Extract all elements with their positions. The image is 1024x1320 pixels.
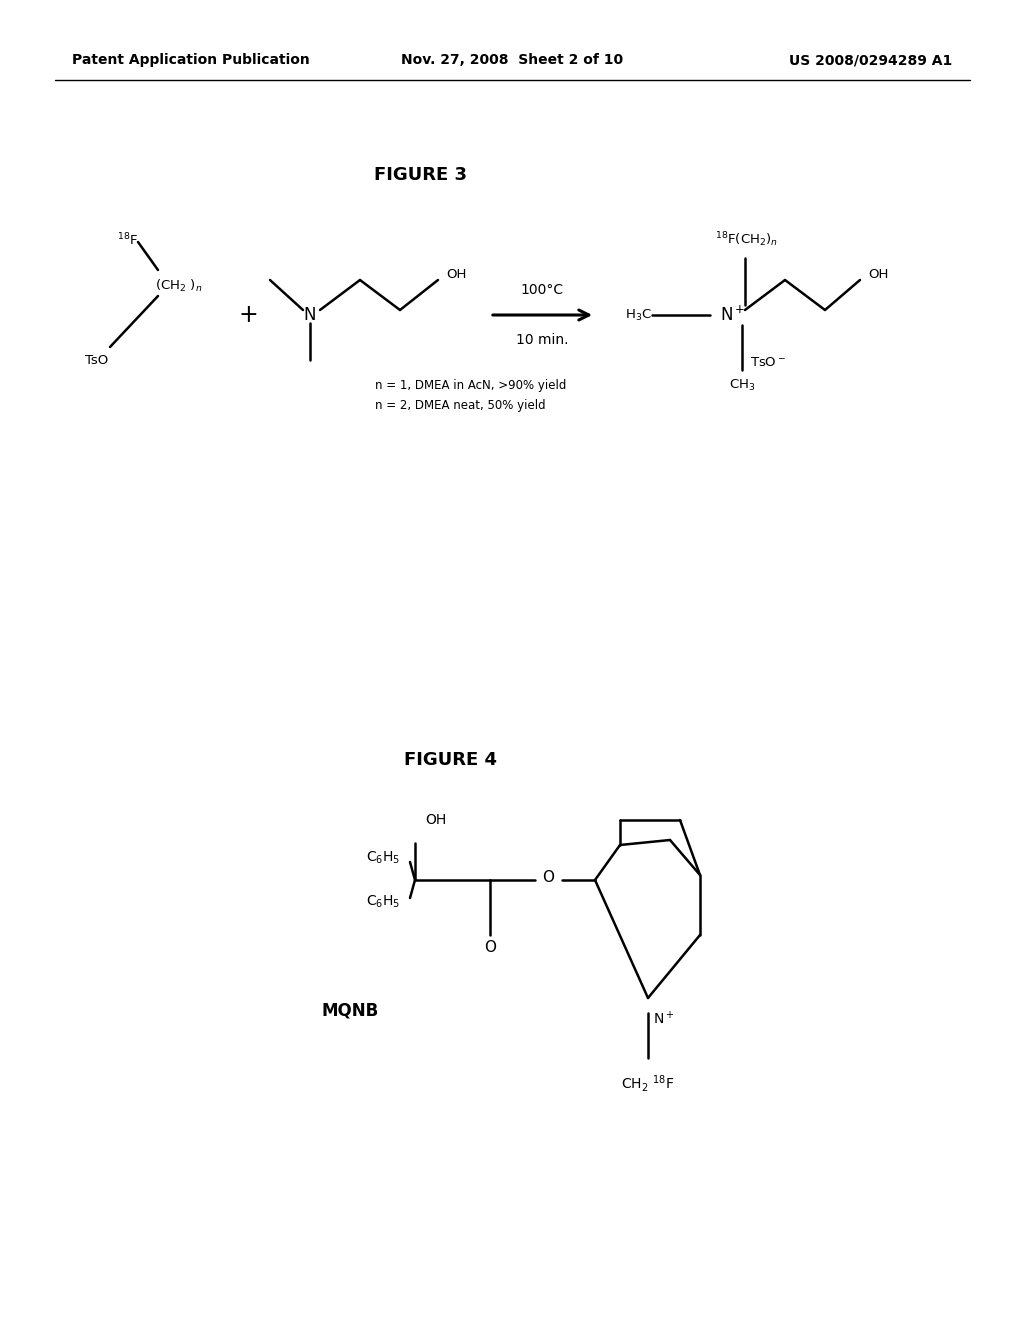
Text: N$^+$: N$^+$	[720, 305, 745, 325]
Text: MQNB: MQNB	[322, 1001, 379, 1019]
Text: 10 min.: 10 min.	[516, 333, 568, 347]
Text: CH$_2$ $^{18}$F: CH$_2$ $^{18}$F	[622, 1073, 675, 1094]
Text: H$_3$C: H$_3$C	[625, 308, 652, 322]
Text: Patent Application Publication: Patent Application Publication	[72, 53, 309, 67]
Text: (CH$_2$ )$_n$: (CH$_2$ )$_n$	[155, 279, 203, 294]
Text: $^{18}$F(CH$_2$)$_n$: $^{18}$F(CH$_2$)$_n$	[715, 231, 778, 249]
Text: OH: OH	[868, 268, 889, 281]
Text: +: +	[239, 304, 258, 327]
Text: N: N	[304, 306, 316, 323]
Text: TsO: TsO	[85, 354, 109, 367]
Text: O: O	[542, 870, 554, 886]
Text: FIGURE 4: FIGURE 4	[403, 751, 497, 770]
Text: n = 1, DMEA in AcN, >90% yield: n = 1, DMEA in AcN, >90% yield	[375, 379, 566, 392]
Text: Nov. 27, 2008  Sheet 2 of 10: Nov. 27, 2008 Sheet 2 of 10	[401, 53, 623, 67]
Text: 100°C: 100°C	[521, 282, 564, 297]
Text: N$^+$: N$^+$	[653, 1010, 675, 1027]
Text: O: O	[484, 940, 496, 956]
Text: TsO$^-$: TsO$^-$	[750, 356, 786, 370]
Text: n = 2, DMEA neat, 50% yield: n = 2, DMEA neat, 50% yield	[375, 399, 546, 412]
Text: CH$_3$: CH$_3$	[729, 378, 756, 392]
Text: C$_6$H$_5$: C$_6$H$_5$	[366, 850, 400, 866]
Text: US 2008/0294289 A1: US 2008/0294289 A1	[788, 53, 952, 67]
Text: OH: OH	[425, 813, 446, 828]
Text: $^{18}$F: $^{18}$F	[117, 232, 138, 248]
Text: OH: OH	[446, 268, 466, 281]
Text: C$_6$H$_5$: C$_6$H$_5$	[366, 894, 400, 911]
Text: FIGURE 3: FIGURE 3	[374, 166, 467, 183]
